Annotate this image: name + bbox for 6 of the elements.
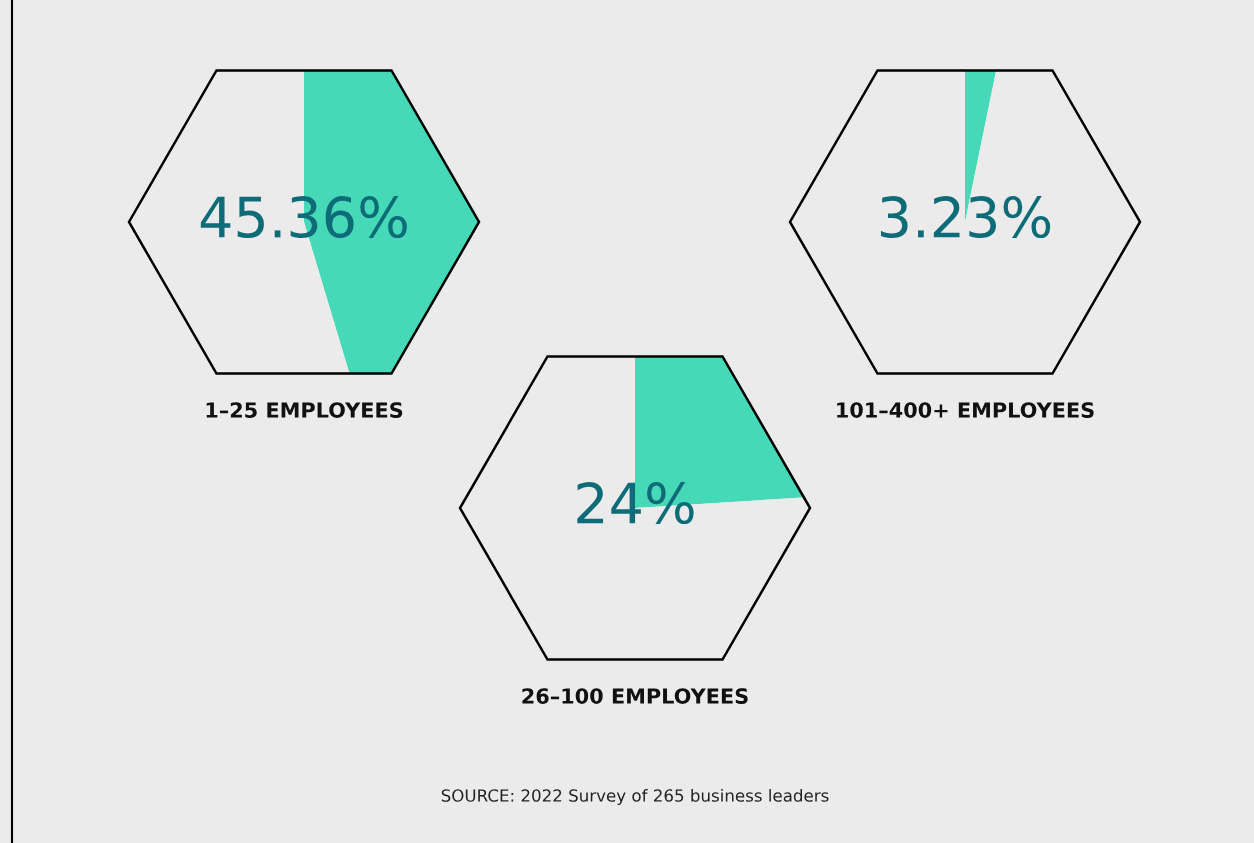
text: 101–400+ EMPLOYEES xyxy=(837,402,1094,418)
text: 26–100 EMPLOYEES xyxy=(522,688,748,704)
data-label: 24% xyxy=(577,482,694,525)
text: 1–25 EMPLOYEES xyxy=(206,402,403,418)
source-note: SOURCE: 2022 Survey of 265 business leaders xyxy=(441,788,829,806)
data-label: 3.23% xyxy=(880,196,1051,239)
